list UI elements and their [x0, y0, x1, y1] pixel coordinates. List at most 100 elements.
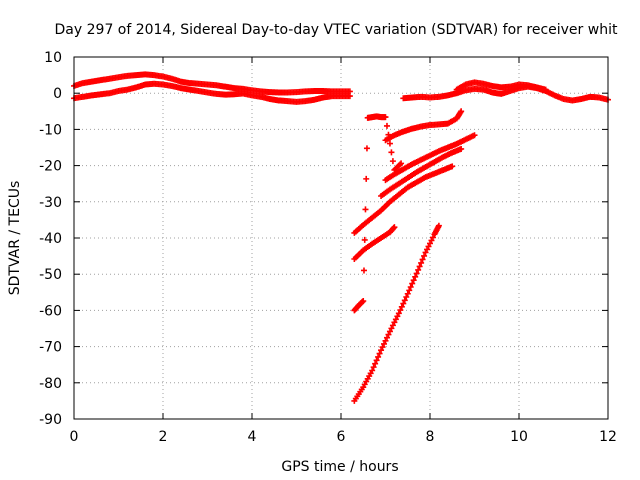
data-point — [419, 256, 426, 263]
grid-lines — [74, 57, 608, 419]
x-tick-label: 10 — [510, 429, 528, 445]
data-point — [395, 310, 402, 317]
axis-ticks: 0 2 4 6 8 10 12 10 0 -10 -20 -30 -40 -50 -60 -70 -80 -90 — [39, 50, 617, 445]
data-point — [363, 175, 370, 182]
data-point — [382, 337, 389, 344]
data-point — [381, 340, 388, 347]
data-point — [388, 325, 395, 332]
data-point — [391, 224, 398, 231]
x-tick-label: 2 — [159, 429, 168, 445]
x-tick-label: 8 — [426, 429, 435, 445]
data-point — [360, 267, 367, 274]
data-point — [403, 294, 410, 301]
series-track-b — [382, 132, 478, 184]
x-tick-label: 4 — [248, 429, 257, 445]
y-tick-label: 10 — [44, 50, 62, 66]
data-point — [429, 234, 436, 241]
y-tick-label: -30 — [39, 195, 62, 211]
data-point — [435, 222, 442, 229]
data-point — [449, 163, 456, 170]
series-steep-track — [351, 222, 442, 404]
data-point — [382, 114, 389, 121]
data-point — [383, 334, 390, 341]
data-point — [386, 328, 393, 335]
y-tick-label: 0 — [53, 86, 62, 102]
data-point — [398, 303, 405, 310]
data-point — [409, 280, 416, 287]
x-tick-label: 12 — [599, 429, 617, 445]
data-point — [375, 353, 382, 360]
series-track-e — [351, 224, 398, 262]
data-point — [413, 270, 420, 277]
data-point — [397, 307, 404, 314]
data-point — [407, 283, 414, 290]
series-late-band-upper — [453, 79, 549, 93]
data-point — [404, 290, 411, 297]
data-point — [363, 145, 370, 152]
data-point — [372, 360, 379, 367]
data-point — [386, 140, 393, 147]
data-point — [389, 322, 396, 329]
data-marks — [71, 71, 611, 404]
data-point — [392, 316, 399, 323]
data-point — [421, 252, 428, 259]
series-upper-band — [71, 71, 353, 96]
data-point — [542, 86, 549, 93]
data-point — [394, 313, 401, 320]
y-tick-label: -20 — [39, 159, 62, 175]
data-point — [369, 367, 376, 374]
data-point — [458, 108, 465, 115]
data-point — [398, 160, 405, 167]
data-point — [360, 297, 367, 304]
y-tick-label: -60 — [39, 303, 62, 319]
x-tick-label: 6 — [337, 429, 346, 445]
data-point — [385, 131, 392, 138]
data-point — [427, 240, 433, 247]
data-point — [388, 149, 395, 156]
series-track-a — [382, 108, 465, 144]
data-point — [428, 237, 435, 244]
data-point — [383, 122, 390, 129]
data-point — [412, 273, 419, 280]
data-point — [401, 297, 408, 304]
data-point — [410, 277, 417, 284]
data-point — [418, 259, 425, 266]
y-tick-label: -80 — [39, 376, 62, 392]
x-axis-label: GPS time / hours — [281, 459, 398, 475]
data-point — [379, 344, 386, 351]
data-point — [425, 243, 432, 250]
data-point — [424, 246, 431, 253]
data-point — [391, 319, 398, 326]
series-track-c — [378, 145, 465, 200]
data-point — [373, 357, 380, 364]
x-tick-label: 0 — [70, 429, 79, 445]
data-point — [370, 364, 377, 371]
data-point — [458, 145, 465, 152]
series-track-d — [351, 163, 456, 236]
data-point — [406, 287, 413, 294]
data-point — [378, 347, 385, 354]
chart-title: Day 297 of 2014, Sidereal Day-to-day VTE… — [55, 22, 618, 38]
data-point — [346, 93, 353, 100]
series-lower-band — [71, 80, 353, 105]
y-tick-label: -50 — [39, 267, 62, 283]
y-tick-label: -90 — [39, 412, 62, 428]
y-axis-label: SDTVAR / TECUs — [7, 181, 23, 296]
data-point — [471, 132, 478, 139]
data-point — [362, 206, 369, 213]
data-point — [385, 331, 392, 338]
data-point — [376, 350, 383, 357]
data-point — [396, 161, 403, 168]
y-tick-label: -10 — [39, 122, 62, 138]
series-fragments — [351, 113, 405, 314]
data-point — [415, 266, 422, 273]
y-tick-label: -70 — [39, 340, 62, 356]
data-point — [389, 158, 396, 165]
data-point — [400, 300, 407, 307]
data-point — [361, 236, 368, 243]
data-point — [422, 249, 429, 256]
y-tick-label: -40 — [39, 231, 62, 247]
data-point — [416, 263, 423, 270]
